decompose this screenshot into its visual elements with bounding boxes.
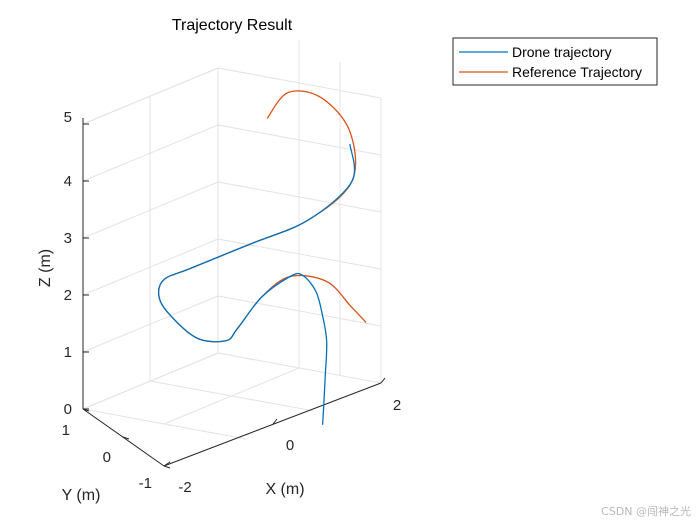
- axis-ticks: [82, 123, 386, 469]
- y-tick-label: 1: [62, 422, 70, 439]
- z-tick-labels: 0 1 2 3 4 5: [64, 109, 72, 418]
- drone-trajectory-line: [157, 144, 356, 425]
- series-layer: [157, 90, 367, 425]
- legend-label-reference: Reference Trajectory: [512, 64, 642, 80]
- y-axis-label: Y (m): [62, 487, 101, 504]
- x-tick-label: 0: [286, 437, 294, 454]
- legend: Drone trajectory Reference Trajectory: [452, 37, 658, 86]
- z-axis-label: Z (m): [37, 249, 54, 287]
- z-tick-label: 0: [64, 401, 72, 418]
- z-tick-label: 1: [64, 344, 72, 361]
- legend-label-drone: Drone trajectory: [512, 44, 612, 60]
- z-tick-label: 5: [64, 109, 72, 126]
- legend-box: [452, 37, 658, 86]
- gridlines: [82, 40, 382, 440]
- z-tick-label: 3: [64, 230, 72, 247]
- x-tick-labels: -2 0 2: [178, 397, 401, 496]
- x-axis-label: X (m): [265, 481, 304, 498]
- chart-title: Trajectory Result: [172, 17, 293, 34]
- watermark: CSDN @闯神之光: [601, 504, 691, 518]
- x-axis-line: [163, 382, 382, 467]
- axis-lines: [82, 118, 382, 467]
- z-tick-label: 4: [64, 173, 72, 190]
- z-tick-label: 2: [64, 287, 72, 304]
- y-tick-label: 0: [103, 449, 111, 466]
- y-tick-labels: -1 0 1: [62, 422, 152, 492]
- x-tick-label: 2: [393, 397, 401, 414]
- axes-3d: 0 1 2 3 4 5 -1 0 1 -2 0 2 Z (m) Y (m) X …: [37, 17, 401, 504]
- x-tick-label: -2: [178, 479, 191, 496]
- y-tick-label: -1: [139, 475, 152, 492]
